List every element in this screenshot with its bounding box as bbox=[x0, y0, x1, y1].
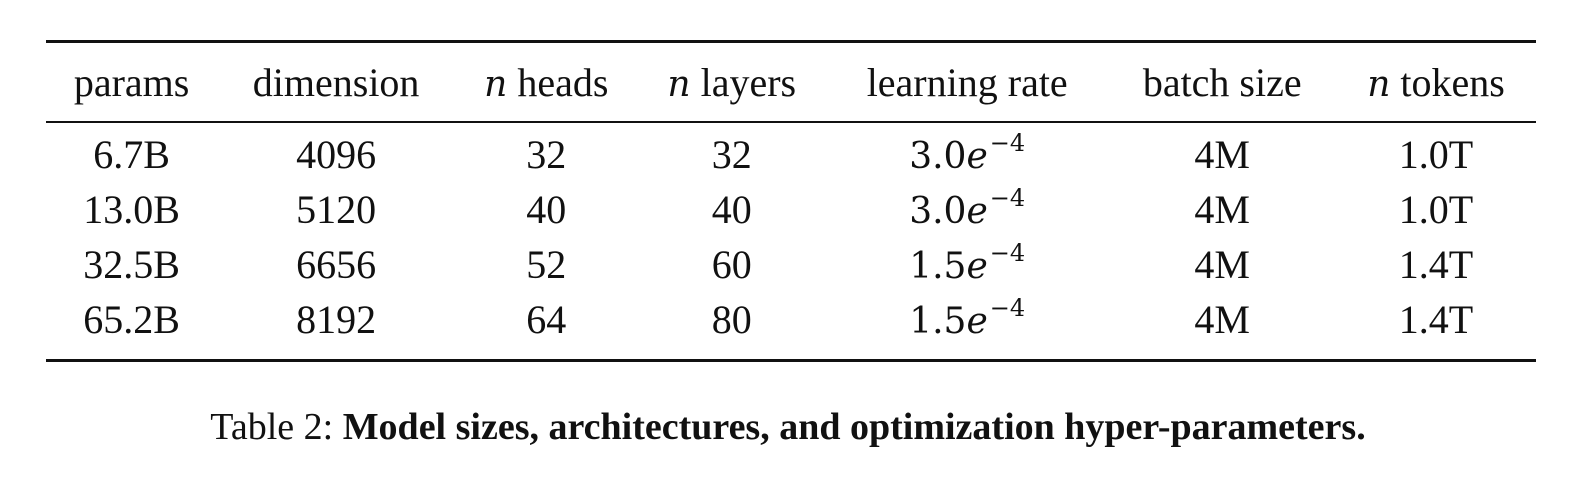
cell-layers: 40 bbox=[711, 187, 752, 232]
header-dimension: dimension bbox=[252, 59, 420, 105]
caption-text: Model sizes, architectures, and optimiza… bbox=[342, 406, 1366, 448]
cell-learning-rate: 1.5e−4 bbox=[909, 294, 1026, 342]
cell-learning-rate: 1.5e−4 bbox=[909, 239, 1026, 287]
cell-batch-size: 4M bbox=[1194, 187, 1250, 232]
cell-batch-size: 4M bbox=[1194, 132, 1250, 177]
cell-heads: 52 bbox=[526, 242, 567, 287]
table-row: 6.7B 4096 32 32 3.0e−4 4M 1.0T bbox=[46, 122, 1536, 182]
header-params: params bbox=[73, 59, 190, 105]
header-n-layers: n layers bbox=[667, 59, 797, 105]
cell-tokens: 1.4T bbox=[1398, 242, 1474, 287]
cell-layers: 32 bbox=[711, 132, 752, 177]
cell-heads: 64 bbox=[526, 297, 567, 342]
cell-params: 65.2B bbox=[83, 297, 180, 342]
header-batch-size: batch size bbox=[1142, 59, 1302, 105]
header-n-layers-math: n bbox=[667, 63, 691, 105]
cell-dimension: 6656 bbox=[296, 242, 377, 287]
cell-learning-rate: 3.0e−4 bbox=[909, 184, 1026, 232]
cell-batch-size: 4M bbox=[1194, 242, 1250, 287]
cell-layers: 80 bbox=[711, 297, 752, 342]
cell-heads: 40 bbox=[526, 187, 567, 232]
cell-tokens: 1.4T bbox=[1398, 297, 1474, 342]
cell-tokens: 1.0T bbox=[1398, 187, 1474, 232]
hyperparameter-table-container: params dimension n heads n layers learni… bbox=[46, 40, 1536, 362]
table-row: 13.0B 5120 40 40 3.0e−4 4M 1.0T bbox=[46, 182, 1536, 237]
table-row: 65.2B 8192 64 80 1.5e−4 4M 1.4T bbox=[46, 292, 1536, 361]
cell-heads: 32 bbox=[526, 132, 567, 177]
cell-params: 32.5B bbox=[83, 242, 180, 287]
cell-params: 13.0B bbox=[83, 187, 180, 232]
cell-learning-rate: 3.0e−4 bbox=[909, 129, 1026, 177]
table-caption: Table 2: Model sizes, architectures, and… bbox=[0, 405, 1576, 449]
header-learning-rate: learning rate bbox=[866, 59, 1068, 105]
table-row: 32.5B 6656 52 60 1.5e−4 4M 1.4T bbox=[46, 237, 1536, 292]
cell-batch-size: 4M bbox=[1194, 297, 1250, 342]
cell-params: 6.7B bbox=[93, 132, 170, 177]
cell-tokens: 1.0T bbox=[1398, 132, 1474, 177]
header-n-tokens: n tokens bbox=[1367, 59, 1505, 105]
cell-layers: 60 bbox=[711, 242, 752, 287]
header-n-heads: n heads bbox=[484, 59, 609, 105]
table-header-row: params dimension n heads n layers learni… bbox=[46, 41, 1536, 122]
cell-dimension: 8192 bbox=[296, 297, 377, 342]
hyperparameter-table: params dimension n heads n layers learni… bbox=[46, 40, 1536, 362]
cell-dimension: 4096 bbox=[296, 132, 377, 177]
caption-label: Table 2: bbox=[210, 406, 334, 448]
header-n-heads-math: n bbox=[484, 63, 508, 105]
cell-dimension: 5120 bbox=[296, 187, 377, 232]
header-n-tokens-math: n bbox=[1367, 63, 1391, 105]
